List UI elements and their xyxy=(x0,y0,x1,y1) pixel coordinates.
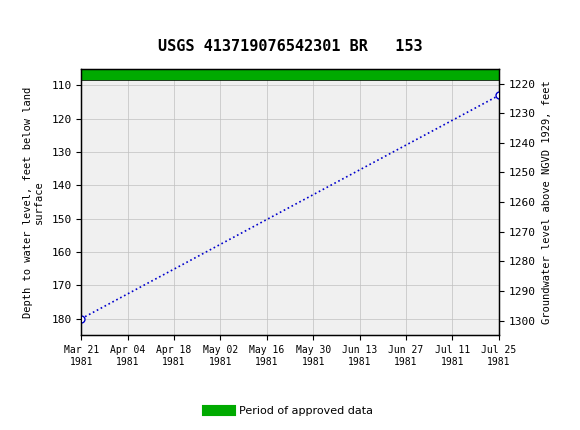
Text: ▒USGS: ▒USGS xyxy=(6,13,72,39)
Y-axis label: Depth to water level, feet below land
surface: Depth to water level, feet below land su… xyxy=(23,86,44,318)
Y-axis label: Groundwater level above NGVD 1929, feet: Groundwater level above NGVD 1929, feet xyxy=(542,80,553,324)
Legend: Period of approved data: Period of approved data xyxy=(203,401,377,420)
Text: USGS 413719076542301 BR   153: USGS 413719076542301 BR 153 xyxy=(158,39,422,54)
Bar xyxy=(81,69,499,80)
